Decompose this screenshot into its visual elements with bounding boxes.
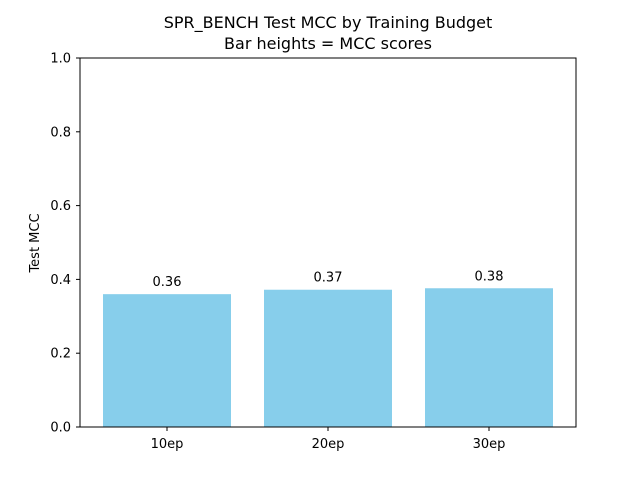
x-tick-label-20ep: 20ep <box>312 437 345 452</box>
y-tick-label: 1.0 <box>50 52 71 67</box>
x-axis-ticks: 10ep 20ep 30ep <box>151 427 506 452</box>
bar-labels-layer: 0.36 0.37 0.38 <box>153 269 504 290</box>
chart-subtitle: Bar heights = MCC scores <box>224 34 432 53</box>
bar-10ep <box>103 294 231 427</box>
bar-30ep <box>425 288 553 427</box>
y-tick-label: 0.6 <box>50 199 71 214</box>
bar-value-label-30ep: 0.38 <box>475 269 504 284</box>
y-tick-label: 0.8 <box>50 125 71 140</box>
bars-layer <box>103 288 553 427</box>
y-axis-ticks: 0.0 0.2 0.4 0.6 0.8 1.0 <box>50 52 80 436</box>
bar-value-label-10ep: 0.36 <box>153 275 182 290</box>
x-tick-label-10ep: 10ep <box>151 437 184 452</box>
x-tick-label-30ep: 30ep <box>473 437 506 452</box>
y-tick-label: 0.0 <box>50 421 71 436</box>
bar-value-label-20ep: 0.37 <box>314 271 343 286</box>
bar-20ep <box>264 289 392 427</box>
chart-title: SPR_BENCH Test MCC by Training Budget <box>164 13 493 33</box>
plot-frame <box>79 57 577 428</box>
y-axis-label: Test MCC <box>28 213 43 273</box>
y-tick-label: 0.4 <box>50 273 71 288</box>
y-tick-label: 0.2 <box>50 347 71 362</box>
